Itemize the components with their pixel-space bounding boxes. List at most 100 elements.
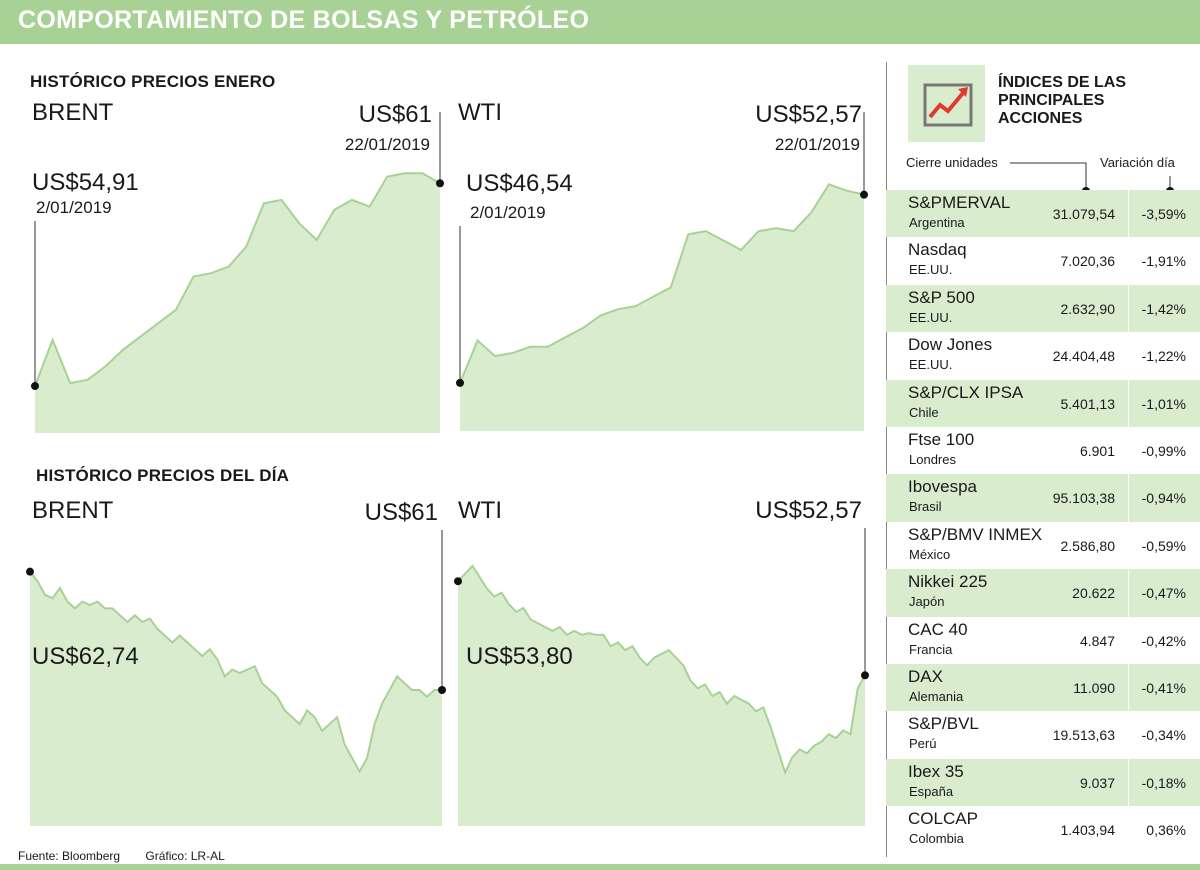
start-marker: [456, 378, 464, 387]
index-name: Nasdaq: [908, 240, 967, 260]
start-marker: [26, 567, 34, 576]
index-country: Argentina: [909, 215, 965, 230]
series-line: [457, 564, 866, 776]
table-row: COLCAP Colombia 1.403,94 0,36%: [886, 806, 1200, 853]
table-row: S&P/BMV INMEX México 2.586,80 -0,59%: [886, 522, 1200, 569]
day-section-title: HISTÓRICO PRECIOS DEL DÍA: [36, 466, 290, 485]
index-country: Perú: [909, 736, 937, 752]
series-name-label: BRENT: [32, 497, 114, 524]
end-price-label: US$61: [365, 499, 438, 526]
panel-divider: [886, 62, 887, 857]
series-name-label: BRENT: [32, 99, 114, 126]
index-close-value: 6.901: [1079, 442, 1115, 459]
index-name: S&P 500: [908, 287, 975, 307]
index-close-value: 9.037: [1079, 774, 1115, 791]
index-country: EE.UU.: [909, 262, 953, 278]
table-row: Ftse 100 Londres 6.901 -0,99%: [886, 427, 1200, 474]
index-name: S&PMERVAL: [908, 193, 1011, 212]
end-date-label: 22/01/2019: [345, 135, 430, 154]
start-price-label: US$54,91: [32, 169, 139, 196]
index-country: España: [909, 783, 954, 799]
index-change: -1,42%: [1141, 300, 1186, 317]
index-change: -0,18%: [1141, 774, 1186, 791]
start-marker: [31, 382, 39, 391]
footer: Fuente: Bloomberg Gráfico: LR-AL: [18, 849, 247, 863]
end-date-label: 22/01/2019: [775, 135, 860, 154]
index-change: -0,94%: [1141, 490, 1186, 507]
start-date-label: 2/01/2019: [36, 198, 112, 217]
index-change: -0,47%: [1141, 585, 1186, 602]
page-title: COMPORTAMIENTO DE BOLSAS Y PETRÓLEO: [18, 6, 590, 34]
index-country: Alemania: [909, 688, 964, 704]
header-bar: COMPORTAMIENTO DE BOLSAS Y PETRÓLEO: [0, 0, 1200, 44]
index-close-value: 20.622: [1072, 585, 1115, 602]
index-country: EE.UU.: [909, 309, 953, 325]
index-country: EE.UU.: [909, 357, 953, 373]
index-change: -0,99%: [1141, 442, 1186, 459]
footer-source: Fuente: Bloomberg: [18, 849, 121, 863]
table-row: Nasdaq EE.UU. 7.020,36 -1,91%: [886, 237, 1200, 284]
index-name: S&P/CLX IPSA: [908, 382, 1024, 402]
end-marker: [861, 671, 869, 680]
index-close-value: 24.404,48: [1052, 348, 1115, 365]
index-name: Nikkei 225: [908, 572, 988, 592]
series-name-label: WTI: [458, 497, 502, 524]
index-close-value: 5.401,13: [1060, 395, 1116, 412]
start-marker: [454, 577, 462, 586]
indices-column-separator: [1128, 190, 1129, 854]
index-name: Ibex 35: [908, 761, 964, 781]
series-line: [459, 183, 865, 384]
area-fill: [460, 184, 864, 431]
table-row: S&P/CLX IPSA Chile 5.401,13 -1,01%: [886, 379, 1200, 427]
index-name: Ftse 100: [908, 429, 975, 449]
indices-title: ÍNDICES DE LAS PRINCIPALES ACCIONES: [998, 74, 1127, 127]
index-country: Francia: [909, 641, 953, 657]
index-change: -0,59%: [1141, 537, 1186, 554]
area-fill: [35, 173, 440, 434]
end-price-label: US$52,57: [755, 101, 862, 128]
index-change: -0,42%: [1141, 632, 1186, 649]
indices-table: S&PMERVAL Argentina 31.079,54 -3,59% Nasdaq E…: [886, 190, 1200, 853]
index-close-value: 19.513,63: [1052, 727, 1115, 744]
index-name: DAX: [908, 666, 943, 686]
index-change: -1,01%: [1141, 395, 1186, 412]
index-change: -1,22%: [1141, 348, 1186, 365]
january-section-title: HISTÓRICO PRECIOS ENERO: [30, 72, 276, 91]
index-close-value: 7.020,36: [1060, 253, 1116, 270]
series-line: [29, 571, 442, 774]
end-marker: [436, 179, 444, 188]
table-row: CAC 40 Francia 4.847 -0,42%: [886, 617, 1200, 664]
series-line: [34, 172, 441, 387]
footer-credit: Gráfico: LR-AL: [145, 849, 225, 863]
index-name: S&P/BVL: [908, 714, 979, 734]
indices-head-change: Variación día: [1100, 155, 1175, 170]
index-close-value: 2.586,80: [1060, 537, 1116, 554]
start-price-label: US$53,80: [466, 643, 573, 670]
start-price-label: US$46,54: [466, 170, 573, 197]
index-close-value: 1.403,94: [1060, 822, 1116, 839]
table-row: S&PMERVAL Argentina 31.079,54 -3,59%: [886, 190, 1200, 238]
indices-head-close: Cierre unidades: [906, 155, 998, 170]
table-row: Ibex 35 España 9.037 -0,18%: [886, 758, 1200, 807]
index-change: -1,91%: [1141, 253, 1186, 270]
index-close-value: 31.079,54: [1052, 206, 1115, 222]
index-close-value: 95.103,38: [1052, 490, 1115, 507]
index-country: Chile: [909, 404, 939, 420]
table-row: DAX Alemania 11.090 -0,41%: [886, 663, 1200, 712]
series-name-label: WTI: [458, 99, 502, 126]
end-marker: [438, 686, 446, 694]
index-close-value: 11.090: [1073, 679, 1115, 696]
index-country: Brasil: [909, 499, 942, 515]
index-change: -3,59%: [1141, 206, 1186, 222]
bottom-bar: [0, 864, 1200, 870]
index-change: -0,34%: [1141, 727, 1186, 744]
index-name: S&P/BMV INMEX: [908, 524, 1043, 544]
index-change: 0,36%: [1146, 822, 1186, 839]
index-close-value: 2.632,90: [1060, 300, 1116, 317]
index-country: Colombia: [909, 831, 964, 847]
rising-chart-icon: [923, 83, 973, 127]
index-country: México: [909, 546, 951, 562]
area-fill: [458, 565, 865, 826]
index-name: CAC 40: [908, 619, 968, 639]
